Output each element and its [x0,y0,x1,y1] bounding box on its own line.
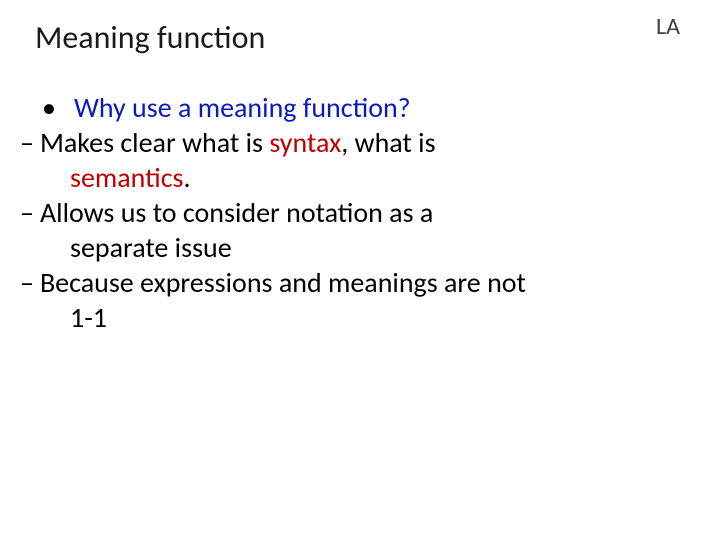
text-fragment: Makes clear what is [40,125,269,160]
continuation-line: separate issue [20,230,700,265]
dash-marker: – [20,125,34,160]
dash-item-1: – Makes clear what is syntax, what is [20,125,700,160]
dash-text: Makes clear what is syntax, what is [40,125,700,160]
slide-title: Meaning function [35,18,265,57]
bullet-text: Why use a meaning function? [74,90,411,125]
text-fragment: , what is [341,125,435,160]
dash-marker: – [20,195,34,230]
slide-body: • Why use a meaning function? – Makes cl… [20,90,700,335]
dash-text: Because expressions and meanings are not [40,265,700,300]
bullet-item: • Why use a meaning function? [40,90,700,125]
dash-marker: – [20,265,34,300]
highlight-semantics: semantics [70,160,184,195]
continuation-line: 1-1 [20,300,700,335]
bullet-marker: • [42,90,56,125]
slide: { "corner_label": "LA", "title": "Meanin… [0,0,720,540]
text-fragment: . [184,160,191,195]
dash-text: Allows us to consider notation as a [40,195,700,230]
corner-label: LA [656,12,680,41]
continuation-line: semantics. [20,160,700,195]
dash-item-2: – Allows us to consider notation as a [20,195,700,230]
dash-item-3: – Because expressions and meanings are n… [20,265,700,300]
highlight-syntax: syntax [269,125,341,160]
